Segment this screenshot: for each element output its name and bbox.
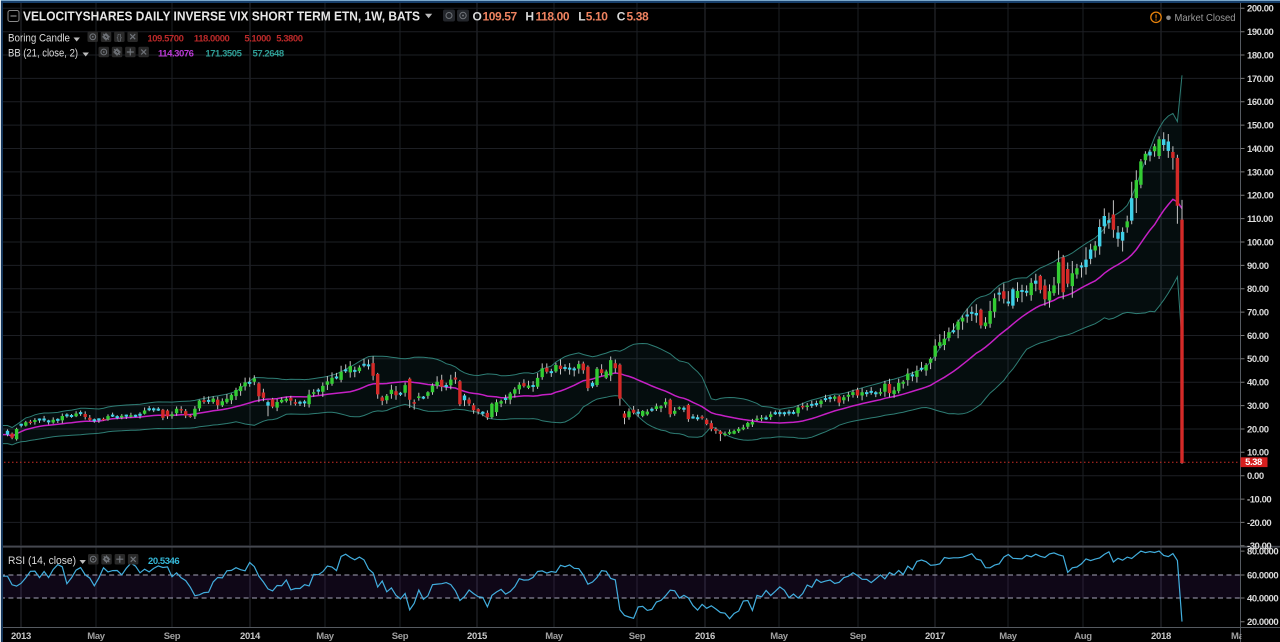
svg-text:90.00: 90.00 [1247,261,1269,272]
svg-text:20.0000: 20.0000 [1247,617,1278,628]
svg-text:Boring Candle: Boring Candle [8,33,70,45]
svg-text:May: May [770,631,789,642]
svg-text:VELOCITYSHARES DAILY INVERSE V: VELOCITYSHARES DAILY INVERSE VIX SHORT T… [23,9,420,24]
svg-text:BB (21, close, 2): BB (21, close, 2) [8,48,78,60]
svg-text:!: ! [1155,13,1158,23]
svg-text:150.00: 150.00 [1247,121,1274,132]
svg-text:30.00: 30.00 [1247,401,1269,412]
svg-text:40.00: 40.00 [1247,378,1269,389]
svg-text:2016: 2016 [695,631,715,642]
svg-text:120.00: 120.00 [1247,191,1274,202]
svg-text:0.00: 0.00 [1247,471,1264,482]
svg-text:180.00: 180.00 [1247,50,1274,61]
svg-text:RSI (14, close): RSI (14, close) [8,555,76,567]
svg-text:May: May [545,631,564,642]
svg-text:40.0000: 40.0000 [1247,593,1278,604]
svg-text:Ma: Ma [1231,631,1245,642]
svg-text:2014: 2014 [240,631,261,642]
svg-text:60.00: 60.00 [1247,331,1269,342]
svg-text:5.38: 5.38 [1245,457,1262,468]
svg-text:100.00: 100.00 [1247,237,1274,248]
svg-text:May: May [999,631,1018,642]
svg-text:2018: 2018 [1151,631,1171,642]
svg-text:20.5346: 20.5346 [148,556,179,567]
svg-text:Market Closed: Market Closed [1175,12,1236,24]
svg-text:190.00: 190.00 [1247,27,1274,38]
svg-text:2013: 2013 [11,631,31,642]
svg-text:130.00: 130.00 [1247,167,1274,178]
svg-text:60.0000: 60.0000 [1247,570,1278,581]
svg-text:Aug: Aug [1074,631,1092,642]
svg-text:-10.00: -10.00 [1247,495,1271,506]
svg-text:160.00: 160.00 [1247,97,1274,108]
svg-text:-20.00: -20.00 [1247,518,1271,529]
svg-text:Sep: Sep [164,631,181,642]
svg-text:May: May [87,631,106,642]
svg-text:200.00: 200.00 [1247,4,1274,15]
svg-text:2017: 2017 [925,631,945,642]
svg-text:70.00: 70.00 [1247,308,1269,319]
svg-text:80.0000: 80.0000 [1247,547,1278,558]
svg-text:140.00: 140.00 [1247,144,1274,155]
svg-text:50.00: 50.00 [1247,354,1269,365]
svg-text:Sep: Sep [850,631,867,642]
svg-text:20.00: 20.00 [1247,424,1269,435]
svg-text:Sep: Sep [629,631,646,642]
svg-text:110.00: 110.00 [1247,214,1273,225]
svg-text:May: May [316,631,335,642]
svg-text:{}: {} [117,33,123,42]
svg-text:80.00: 80.00 [1247,284,1269,295]
svg-text:10.00: 10.00 [1247,448,1269,459]
svg-text:2015: 2015 [467,631,488,642]
svg-text:170.00: 170.00 [1247,74,1274,85]
svg-text:Sep: Sep [392,631,409,642]
svg-text:-30.00: -30.00 [1247,541,1271,552]
